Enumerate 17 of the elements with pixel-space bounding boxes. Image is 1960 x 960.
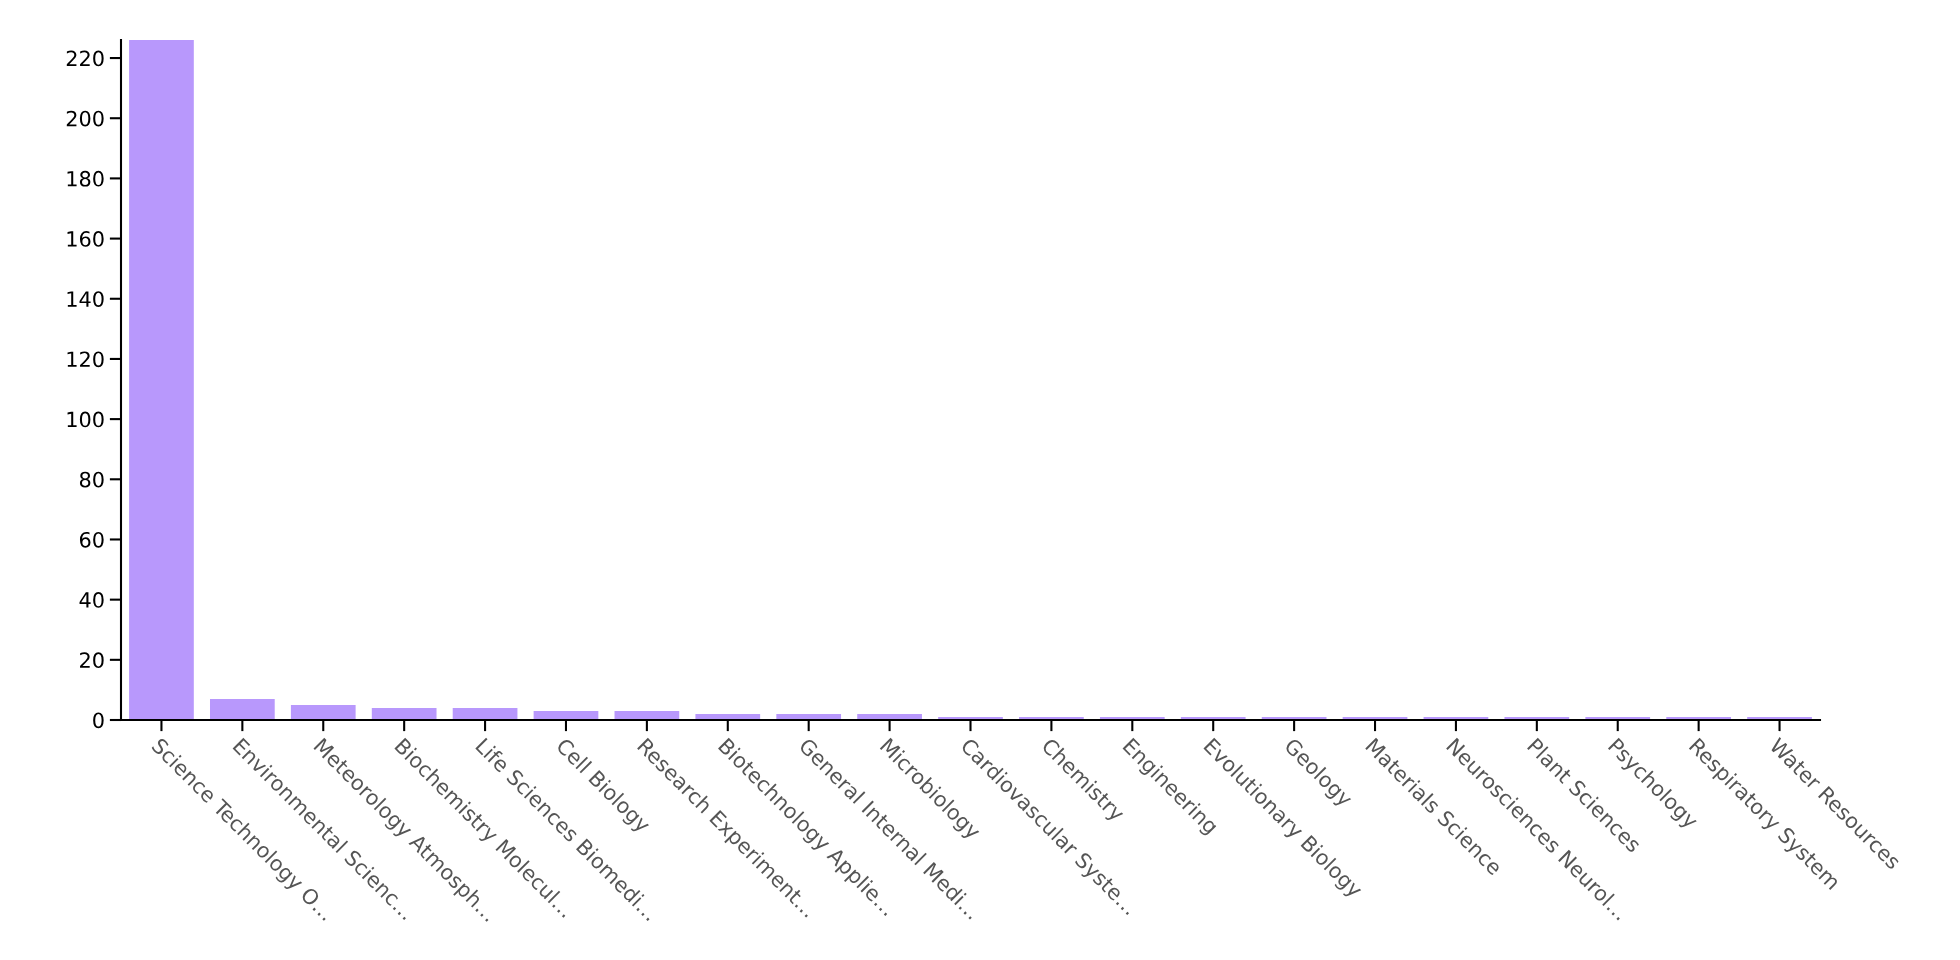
y-tick-label: 80 xyxy=(79,471,104,488)
y-tick-label: 60 xyxy=(79,531,104,548)
y-tick-label: 0 xyxy=(93,712,104,729)
y-tick-label: 120 xyxy=(67,351,104,368)
y-tick-label: 160 xyxy=(67,231,104,247)
y-tick-label: 100 xyxy=(67,411,104,428)
y-tick-label: 180 xyxy=(67,170,104,187)
y-tick-label: 220 xyxy=(66,50,104,67)
bar xyxy=(452,707,518,720)
y-tick-label: 140 xyxy=(67,291,104,307)
bar xyxy=(210,698,275,720)
bar xyxy=(371,707,437,720)
y-tick-label: 200 xyxy=(66,110,104,127)
bar xyxy=(290,704,356,720)
y-tick-label: 20 xyxy=(80,652,104,669)
bar xyxy=(129,40,194,720)
y-tick-label: 40 xyxy=(79,592,104,608)
